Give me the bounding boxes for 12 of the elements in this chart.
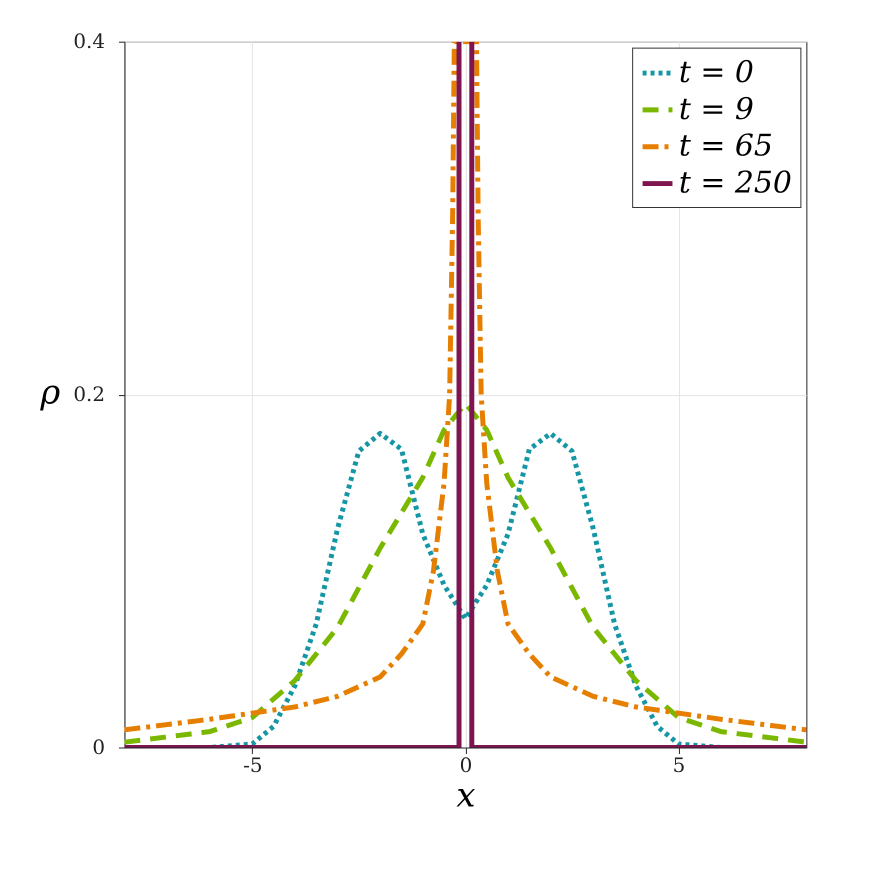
- x-tick-label: -5: [243, 754, 262, 777]
- x-axis-title: x: [456, 776, 476, 815]
- y-tick-label: 0: [92, 736, 106, 759]
- legend-label: t = 9: [678, 92, 754, 127]
- x-tick-label: 0: [460, 754, 472, 777]
- x-tick-label: 5: [672, 754, 686, 777]
- y-axis-title: ρ: [39, 372, 60, 412]
- legend-label: t = 250: [678, 166, 792, 201]
- y-tick-label: 0.2: [73, 383, 106, 406]
- y-tick-label: 0.4: [73, 30, 106, 54]
- legend-label: t = 0: [678, 55, 754, 90]
- legend-label: t = 65: [678, 128, 773, 164]
